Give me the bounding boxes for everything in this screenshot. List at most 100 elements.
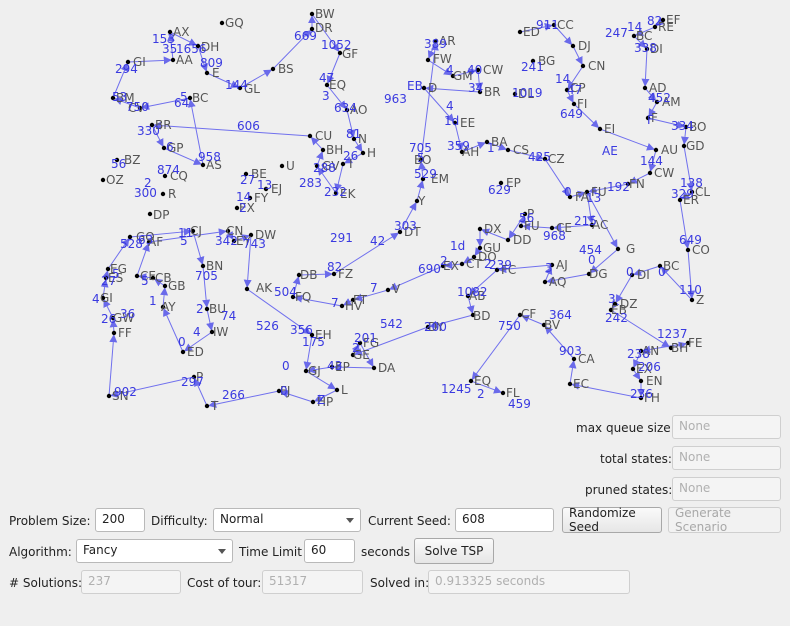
city-point: [549, 225, 555, 231]
tour-edge: [568, 360, 577, 385]
city-label: DL: [518, 87, 534, 101]
tour-edge: [644, 87, 657, 102]
tour-edges: [100, 13, 696, 409]
city-label: AQ: [549, 275, 566, 289]
tour-edge: [160, 287, 169, 308]
city-label: GB: [168, 279, 186, 293]
tour-edge: [687, 249, 696, 299]
city-label: BS: [278, 62, 294, 76]
city-point: [505, 147, 511, 153]
city-label: FT: [353, 293, 368, 307]
edge-cost-label: 200: [424, 320, 447, 334]
city-label: EJ: [271, 182, 282, 196]
city-label: EH: [315, 328, 332, 342]
edge-cost-label: 356: [290, 323, 313, 337]
current-seed-label: Current Seed:: [368, 514, 451, 528]
edge-cost-label: 5: [417, 151, 425, 165]
algorithm-label: Algorithm:: [9, 545, 72, 559]
city-label: DO: [478, 250, 497, 264]
city-label: GF: [342, 47, 358, 61]
edge-cost-label: 27: [240, 173, 255, 187]
tour-edge: [303, 334, 313, 370]
edge-cost-label: 36: [120, 307, 135, 321]
city-point: [645, 115, 651, 121]
randomize-seed-button[interactable]: Randomize Seed: [562, 506, 662, 534]
tour-edge: [521, 314, 545, 326]
edge-cost-label: 705: [195, 269, 218, 283]
tour-edge: [298, 270, 333, 279]
edge-cost-label: 40: [467, 63, 482, 77]
city-label: ED: [187, 345, 204, 359]
city-point: [333, 190, 339, 196]
city-point: [303, 368, 309, 374]
generate-scenario-button[interactable]: Generate Scenario: [668, 506, 781, 534]
city-label: GU: [483, 241, 501, 255]
city-point: [425, 57, 431, 63]
tour-edge: [333, 363, 375, 372]
edge-cost-label: 606: [237, 119, 260, 133]
tour-edge: [498, 264, 553, 274]
city-label: FJ: [280, 384, 290, 398]
edge-cost-label: 144: [225, 78, 248, 92]
difficulty-select[interactable]: Normal: [213, 508, 361, 532]
tour-edge: [429, 314, 474, 329]
city-label: FW: [433, 52, 452, 66]
edge-cost-label: 74: [221, 309, 236, 323]
edge-cost-label: 47: [319, 71, 334, 85]
city-label: GP: [167, 141, 184, 155]
algorithm-select[interactable]: Fancy: [76, 539, 233, 563]
city-label: GM: [453, 69, 473, 83]
edge-cost-label: 459: [508, 397, 531, 411]
solve-tsp-button[interactable]: Solve TSP: [414, 538, 494, 564]
edge-cost-label: 743: [243, 237, 266, 251]
edge-cost-label: 14: [627, 20, 642, 34]
city-point: [677, 197, 683, 203]
city-label: GI: [100, 291, 113, 305]
edge-cost-label: 56: [519, 211, 534, 225]
max-queue-size-field: None: [672, 415, 781, 439]
tour-edge: [642, 342, 689, 354]
edge-cost-label: 4: [92, 292, 100, 306]
problem-size-input[interactable]: 200: [95, 508, 145, 532]
city-point: [149, 122, 155, 128]
tour-edge: [167, 33, 175, 61]
city-point: [200, 162, 206, 168]
current-seed-input[interactable]: 608: [455, 508, 554, 532]
city-label: EY: [236, 234, 252, 248]
edge-cost-label: 903: [559, 344, 582, 358]
city-point: [414, 198, 420, 204]
city-label: AM: [662, 95, 681, 109]
tour-edge: [573, 103, 600, 129]
tour-edge: [648, 101, 658, 117]
city-point: [339, 303, 345, 309]
city-label: BO: [414, 153, 431, 167]
tour-edge: [508, 213, 526, 239]
city-label: EM: [431, 172, 449, 186]
tour-edge: [660, 266, 693, 301]
tour-edge: [633, 265, 661, 276]
edge-cost-label: 0: [658, 265, 666, 279]
city-label: GD: [686, 139, 705, 153]
city-point: [629, 272, 635, 278]
edge-cost-label: 13: [586, 191, 601, 205]
tour-edge: [486, 141, 507, 151]
city-point: [647, 170, 653, 176]
city-point: [106, 393, 112, 399]
chevron-down-icon: [218, 549, 226, 554]
city-label: DD: [513, 233, 531, 247]
city-label: BC: [663, 259, 679, 273]
tour-edge: [635, 26, 656, 37]
city-label: AF: [148, 235, 163, 249]
tour-edge: [353, 138, 363, 152]
city-point: [498, 180, 504, 186]
city-point: [644, 46, 650, 52]
city-label: FU: [591, 185, 607, 199]
time-limit-input[interactable]: 60: [304, 539, 355, 563]
edge-cost-label: 542: [380, 317, 403, 331]
city-label: GL: [244, 82, 260, 96]
city-point: [477, 226, 483, 232]
city-point: [160, 191, 166, 197]
city-label: EI: [604, 122, 615, 136]
city-label: CP: [570, 81, 586, 95]
city-label: HV: [345, 299, 363, 313]
